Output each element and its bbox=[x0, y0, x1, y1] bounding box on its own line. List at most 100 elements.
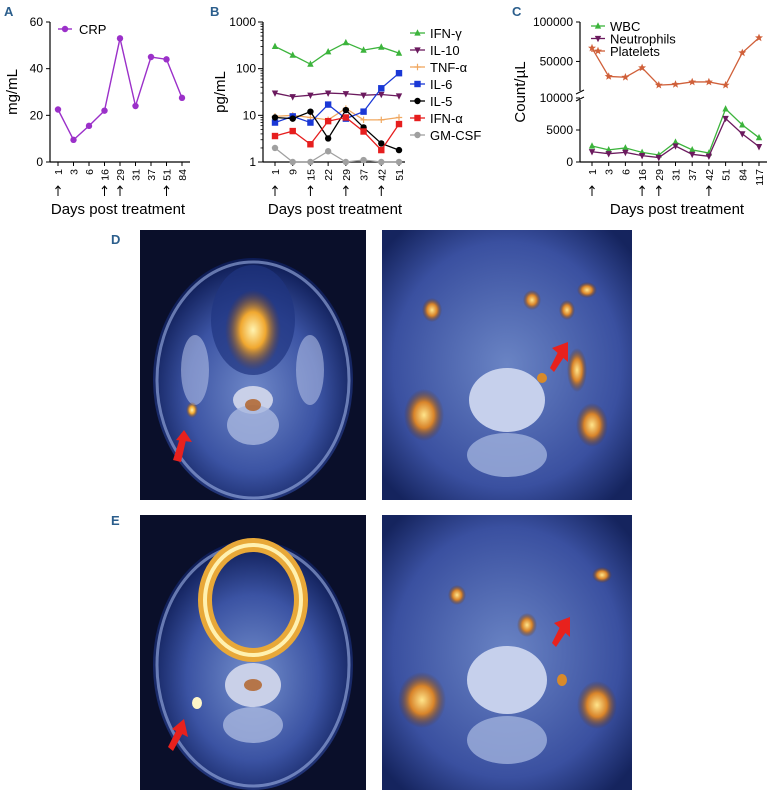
data-point bbox=[307, 92, 314, 100]
treatment-arrow bbox=[272, 185, 278, 196]
data-point bbox=[604, 72, 613, 80]
series-line bbox=[57, 38, 183, 141]
legend-label: TNF-α bbox=[430, 60, 468, 75]
treatment-arrow bbox=[101, 185, 108, 196]
data-point bbox=[395, 114, 403, 121]
x-tick-label: 31 bbox=[671, 169, 683, 181]
x-tick-label: 84 bbox=[737, 169, 749, 181]
data-point bbox=[688, 77, 697, 86]
y-tick-label: 5000 bbox=[546, 123, 573, 137]
data-point bbox=[378, 43, 385, 50]
data-point bbox=[671, 80, 680, 88]
legend-label: GM-CSF bbox=[430, 128, 481, 143]
data-point bbox=[147, 53, 155, 61]
x-tick-label: 51 bbox=[721, 169, 733, 181]
data-point bbox=[395, 146, 403, 154]
data-point bbox=[85, 122, 93, 130]
x-tick-label: 6 bbox=[84, 169, 96, 175]
data-point bbox=[289, 94, 296, 101]
x-tick-label: 3 bbox=[604, 169, 616, 175]
legend-label: CRP bbox=[79, 22, 106, 37]
y-tick-label: 40 bbox=[30, 62, 44, 76]
x-tick-label: 29 bbox=[341, 169, 353, 181]
data-point bbox=[704, 77, 713, 86]
series-line bbox=[591, 117, 760, 159]
series-crp bbox=[54, 35, 186, 144]
data-point bbox=[342, 158, 350, 166]
panel-label-d: D bbox=[111, 232, 121, 247]
treatment-arrow bbox=[55, 185, 61, 196]
blood-count-chart: 0 5000 10000 50000 100000 Count/µL 1 3 6 16 29 31 37… bbox=[512, 15, 767, 218]
data-point bbox=[638, 153, 646, 160]
treatment-arrow bbox=[655, 185, 662, 196]
legend-marker bbox=[414, 97, 421, 105]
y-axis-label: pg/mL bbox=[212, 71, 229, 113]
x-tick-label: 42 bbox=[704, 169, 716, 181]
y-tick-label: 0 bbox=[566, 155, 573, 169]
data-point bbox=[116, 35, 124, 42]
data-point bbox=[342, 91, 350, 98]
y-tick-label: 1000 bbox=[229, 15, 256, 29]
data-point bbox=[755, 33, 763, 42]
treatment-arrow bbox=[589, 185, 595, 196]
data-point bbox=[755, 133, 763, 141]
x-tick-label: 29 bbox=[115, 169, 127, 181]
data-point bbox=[588, 43, 596, 52]
legend-marker bbox=[414, 63, 421, 71]
data-point bbox=[395, 158, 403, 166]
data-point bbox=[271, 132, 279, 140]
data-point bbox=[307, 60, 314, 67]
data-point bbox=[324, 135, 332, 142]
data-point bbox=[307, 141, 314, 148]
treatment-arrow bbox=[307, 185, 314, 196]
data-point bbox=[360, 156, 367, 164]
data-point bbox=[324, 117, 332, 125]
data-point bbox=[739, 131, 746, 138]
data-point bbox=[378, 85, 385, 92]
data-point bbox=[324, 148, 332, 155]
x-tick-label: 22 bbox=[323, 169, 335, 181]
legend-marker bbox=[61, 25, 69, 33]
data-point bbox=[360, 92, 367, 100]
data-point bbox=[324, 90, 332, 97]
treatment-arrow bbox=[163, 185, 170, 196]
y-axis-label: mg/mL bbox=[4, 69, 21, 115]
x-axis-label: Days post treatment bbox=[268, 201, 403, 218]
y-tick-label: 50000 bbox=[540, 54, 574, 68]
panel-label-e: E bbox=[111, 513, 120, 528]
data-point bbox=[70, 136, 77, 144]
series-ifn-γ bbox=[271, 38, 403, 67]
data-point bbox=[342, 106, 350, 114]
x-tick-label: 15 bbox=[305, 169, 317, 181]
treatment-arrow bbox=[639, 185, 645, 196]
data-point bbox=[722, 115, 729, 123]
x-tick-label: 3 bbox=[69, 169, 81, 175]
data-point bbox=[360, 128, 367, 135]
legend-marker bbox=[414, 47, 421, 54]
data-point bbox=[54, 106, 62, 113]
data-point bbox=[622, 149, 629, 157]
panel-label-b: B bbox=[210, 4, 220, 19]
data-point bbox=[163, 56, 170, 63]
axis-break-mark bbox=[575, 96, 585, 102]
x-tick-label: 16 bbox=[637, 169, 649, 181]
data-point bbox=[689, 151, 696, 159]
data-point bbox=[588, 149, 596, 156]
data-point bbox=[324, 101, 332, 108]
y-tick-label: 0 bbox=[36, 155, 43, 169]
treatment-arrow bbox=[342, 185, 349, 196]
series-line bbox=[274, 41, 400, 65]
pet-ct-abdomen-scan-e bbox=[382, 515, 632, 790]
data-point bbox=[605, 151, 612, 158]
y-tick-label: 10 bbox=[243, 108, 257, 122]
legend-marker bbox=[594, 46, 602, 55]
data-point bbox=[307, 158, 314, 166]
data-point bbox=[655, 154, 662, 162]
series-gm-csf bbox=[271, 144, 403, 166]
data-point bbox=[739, 121, 746, 128]
axis-break-mark bbox=[575, 89, 585, 95]
x-axis-label: Days post treatment bbox=[51, 201, 186, 218]
x-tick-label: 1 bbox=[53, 169, 65, 175]
data-point bbox=[378, 158, 385, 166]
